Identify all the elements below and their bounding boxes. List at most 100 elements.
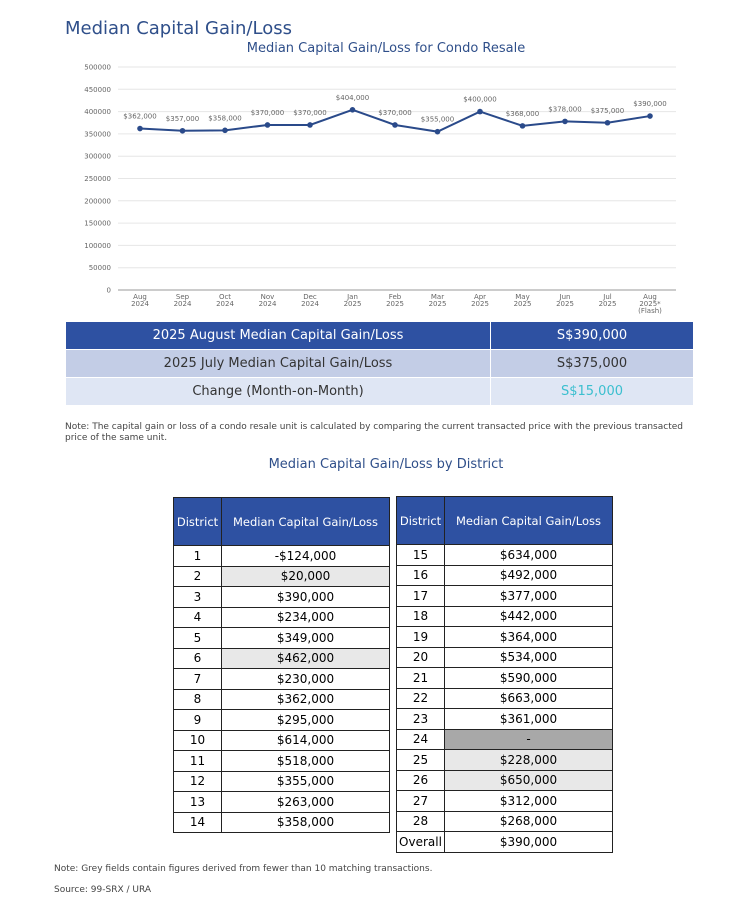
district-cell: 25 [396, 749, 445, 771]
district-cell: 16 [396, 564, 445, 586]
summary-row: Change (Month-on-Month) S$15,000 [65, 377, 694, 406]
x-tick-label: Jul 2025 [599, 293, 617, 308]
district-cell: 9 [173, 709, 222, 731]
district-row: 15 $634,000 [396, 544, 613, 566]
district-cell: $358,000 [221, 811, 390, 833]
value-label: $368,000 [506, 110, 539, 118]
header-cell: Median Capital Gain/Loss [444, 496, 613, 545]
district-row: 25 $228,000 [396, 749, 613, 771]
district-cell: 26 [396, 769, 445, 791]
summary-row: 2025 August Median Capital Gain/Loss S$39… [65, 321, 694, 350]
district-row: 9 $295,000 [173, 709, 390, 731]
x-tick-label: Aug 2024 [131, 293, 149, 308]
district-cell: $462,000 [221, 647, 390, 669]
y-tick-label: 400000 [84, 108, 111, 116]
source: Source: 99-SRX / URA [54, 885, 152, 895]
footnote: Note: Grey fields contain figures derive… [54, 864, 433, 874]
district-cell: 12 [173, 770, 222, 792]
value-label: $370,000 [293, 109, 326, 117]
district-cell: 6 [173, 647, 222, 669]
district-cell: 5 [173, 627, 222, 649]
district-cell: 1 [173, 545, 222, 567]
district-cell: $492,000 [444, 564, 613, 586]
value-label: $404,000 [336, 94, 369, 102]
district-cell: 7 [173, 668, 222, 690]
point [434, 128, 441, 135]
x-tick-label: Nov 2024 [259, 293, 277, 308]
district-cell: 20 [396, 646, 445, 668]
x-tick-label: Feb 2025 [386, 293, 404, 308]
value-label: $358,000 [208, 114, 241, 122]
chart: Median Capital Gain/Loss for Condo Resal… [84, 41, 676, 315]
district-row: 2 $20,000 [173, 565, 390, 587]
header-cell: District [173, 497, 222, 546]
y-tick-label: 200000 [84, 197, 111, 205]
district-cell: $263,000 [221, 791, 390, 813]
value-label: $378,000 [548, 105, 581, 113]
district-cell: 4 [173, 606, 222, 628]
point [137, 125, 143, 132]
district-row: 14 $358,000 [173, 811, 390, 833]
district-cell: - [444, 728, 613, 750]
district-cell: $230,000 [221, 668, 390, 690]
district-row: 4 $234,000 [173, 606, 390, 628]
x-tick-label: Mar 2025 [429, 293, 447, 308]
value-label: $400,000 [463, 96, 496, 104]
point [349, 107, 356, 113]
district-cell: 22 [396, 687, 445, 709]
x-tick-label: Aug 2025* (Flash) [638, 293, 662, 315]
summary-cell: S$375,000 [490, 349, 694, 378]
x-tick-label: Apr 2025 [471, 293, 489, 308]
chart-title: Median Capital Gain/Loss for Condo Resal… [247, 41, 525, 56]
district-title: Median Capital Gain/Loss by District [268, 457, 504, 472]
district-row: 6 $462,000 [173, 647, 390, 669]
district-cell: $590,000 [444, 667, 613, 689]
y-tick-label: 350000 [84, 130, 111, 138]
district-cell: 13 [173, 791, 222, 813]
x-tick-label: Jan 2025 [344, 293, 362, 308]
district-row: 22 $663,000 [396, 687, 613, 709]
summary-cell: S$15,000 [490, 377, 694, 406]
district-row: 16 $492,000 [396, 564, 613, 586]
district-row: 18 $442,000 [396, 605, 613, 627]
summary-cell: 2025 July Median Capital Gain/Loss [65, 349, 491, 378]
district-row: Overall $390,000 [396, 831, 613, 853]
district-cell: 18 [396, 605, 445, 627]
value-label: $370,000 [251, 109, 284, 117]
district-cell: $228,000 [444, 749, 613, 771]
point [264, 122, 271, 128]
district-cell: $295,000 [221, 709, 390, 731]
y-tick-label: 500000 [84, 64, 111, 72]
district-row: 1 -$124,000 [173, 545, 390, 567]
district-cell: $355,000 [221, 770, 390, 792]
district-cell: 10 [173, 729, 222, 751]
district-cell: $349,000 [221, 627, 390, 649]
district-cell: 23 [396, 708, 445, 730]
x-tick-label: Jun 2025 [556, 293, 574, 308]
point [647, 113, 653, 119]
district-cell: 8 [173, 688, 222, 710]
district-row: 24- [396, 728, 613, 750]
district-cell: 24 [396, 728, 445, 750]
district-cell: $663,000 [444, 687, 613, 709]
district-row: 17 $377,000 [396, 585, 613, 607]
district-cell: 27 [396, 790, 445, 812]
district-cell: $364,000 [444, 626, 613, 648]
point [477, 108, 483, 115]
district-row: 11 $518,000 [173, 750, 390, 772]
value-label: $370,000 [378, 109, 411, 117]
district-cell: $650,000 [444, 769, 613, 791]
y-tick-label: 50000 [89, 264, 111, 272]
district-row: 27 $312,000 [396, 790, 613, 812]
district-cell: 28 [396, 810, 445, 832]
page-title: Median Capital Gain/Loss [65, 18, 292, 39]
district-cell: 21 [396, 667, 445, 689]
district-cell: $377,000 [444, 585, 613, 607]
header-cell: District [396, 496, 445, 545]
y-tick-label: 250000 [84, 175, 111, 183]
district-cell: 19 [396, 626, 445, 648]
point [307, 122, 313, 128]
district-cell: $390,000 [221, 586, 390, 608]
district-cell: 3 [173, 586, 222, 608]
